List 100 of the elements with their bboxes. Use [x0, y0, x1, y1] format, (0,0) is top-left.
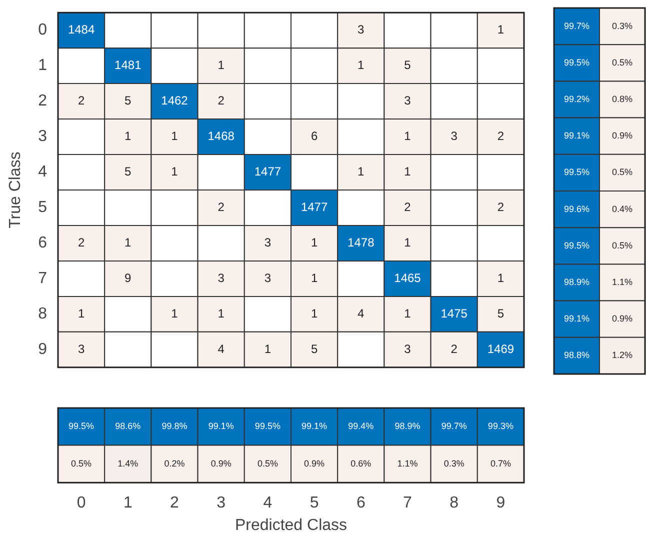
data-label: 1 — [171, 164, 178, 179]
data-label: 98.6% — [115, 421, 141, 432]
data-label: 1 — [124, 236, 132, 250]
data-label: 1.1% — [612, 276, 633, 287]
data-label: 1 — [358, 58, 365, 72]
data-label: 2 — [450, 342, 458, 356]
data-label: 99.4% — [348, 421, 374, 432]
data-label: 0.9% — [612, 314, 633, 324]
data-label: 1 — [310, 271, 318, 286]
data-label: 99.5% — [254, 421, 280, 432]
data-label: 1478 — [348, 236, 375, 250]
data-label: 99.7% — [441, 421, 467, 432]
y-tick-label: 6 — [38, 234, 48, 252]
data-label: 1 — [310, 306, 318, 320]
data-label: 3 — [264, 271, 272, 286]
y-axis-title: True Class — [7, 152, 24, 228]
data-label: 0.2% — [164, 458, 185, 468]
data-label: 99.5% — [68, 421, 94, 432]
y-tick-label: 2 — [38, 92, 48, 110]
data-label: 99.5% — [564, 57, 590, 68]
data-label: 0.5% — [71, 458, 92, 468]
data-label: 1 — [310, 236, 318, 250]
data-label: 3 — [404, 94, 412, 108]
data-label: 0.9% — [210, 458, 232, 468]
data-label: 99.1% — [208, 421, 234, 432]
data-label: 1 — [218, 306, 225, 320]
data-label: 9 — [124, 271, 132, 286]
data-label: 3 — [264, 236, 272, 250]
data-label: 1 — [404, 164, 412, 179]
data-label: 2 — [78, 94, 85, 108]
y-tick-label: 1 — [38, 57, 48, 74]
data-label: 1465 — [394, 271, 422, 286]
y-tick-label: 8 — [38, 306, 48, 323]
x-tick-label: 9 — [496, 494, 506, 512]
y-tick-label: 0 — [38, 22, 48, 39]
x-tick-label: 4 — [263, 494, 272, 512]
x-tick-label: 6 — [356, 494, 366, 512]
x-tick-label: 1 — [123, 494, 132, 512]
data-label: 0.3% — [612, 20, 633, 31]
data-label: 5 — [310, 342, 318, 356]
data-label: 99.3% — [488, 421, 514, 432]
data-label: 1.2% — [612, 350, 633, 360]
data-label: 0.9% — [612, 130, 633, 141]
x-tick-label: 7 — [403, 494, 412, 512]
data-label: 1.4% — [118, 458, 138, 468]
data-label: 1 — [171, 306, 178, 320]
data-label: 99.1% — [302, 421, 328, 432]
data-label: 5 — [124, 94, 132, 108]
data-label: 5 — [404, 58, 412, 72]
data-label: 0.7% — [490, 458, 511, 468]
data-label: 98.8% — [564, 350, 590, 360]
data-label: 1 — [497, 271, 504, 286]
data-label: 2 — [497, 200, 504, 214]
x-tick-label: 0 — [76, 494, 86, 512]
data-label: 99.2% — [564, 94, 590, 104]
data-label: 5 — [124, 164, 132, 179]
data-label: 3 — [78, 342, 85, 356]
data-label: 0.6% — [350, 458, 372, 468]
data-label: 1462 — [161, 94, 188, 108]
data-label: 1 — [171, 129, 178, 144]
data-label: 1481 — [114, 58, 142, 72]
data-label: 99.7% — [564, 20, 590, 31]
y-tick-label: 4 — [38, 164, 48, 181]
data-label: 1477 — [254, 164, 282, 179]
data-label: 0.4% — [612, 204, 633, 214]
data-label: 1468 — [208, 129, 235, 144]
data-label: 0.3% — [444, 458, 464, 468]
data-label: 99.8% — [162, 421, 188, 432]
data-label: 0.9% — [304, 458, 325, 468]
data-label: 1 — [404, 236, 412, 250]
data-label: 2 — [218, 200, 225, 214]
x-tick-label: 5 — [310, 494, 319, 512]
data-label: 98.9% — [394, 421, 420, 432]
data-label: 1 — [358, 164, 365, 179]
data-label: 0.5% — [612, 167, 633, 178]
data-label: 0.8% — [612, 94, 633, 104]
data-label: 4 — [218, 342, 225, 356]
data-label: 3 — [450, 129, 458, 144]
data-label: 2 — [404, 200, 412, 214]
data-label: 4 — [358, 306, 365, 320]
data-label: 98.9% — [564, 276, 590, 287]
data-label: 0.5% — [612, 57, 633, 68]
data-label: 3 — [404, 342, 412, 356]
data-label: 0.5% — [257, 458, 278, 468]
x-axis-title: Predicted Class — [234, 516, 348, 534]
data-label: 1 — [218, 58, 225, 72]
data-label: 1.1% — [397, 458, 418, 468]
data-label: 1 — [78, 306, 85, 320]
data-label: 99.5% — [564, 240, 590, 250]
data-label: 99.1% — [564, 314, 590, 324]
data-label: 1484 — [68, 22, 95, 37]
y-tick-label: 5 — [38, 199, 48, 216]
data-label: 1 — [404, 129, 412, 144]
data-label: 1 — [264, 342, 272, 356]
data-label: 1 — [124, 129, 132, 144]
data-label: 1 — [497, 22, 504, 37]
x-tick-label: 8 — [450, 494, 459, 512]
data-label: 1 — [404, 306, 412, 320]
data-label: 99.1% — [564, 130, 590, 141]
data-label: 2 — [218, 94, 225, 108]
